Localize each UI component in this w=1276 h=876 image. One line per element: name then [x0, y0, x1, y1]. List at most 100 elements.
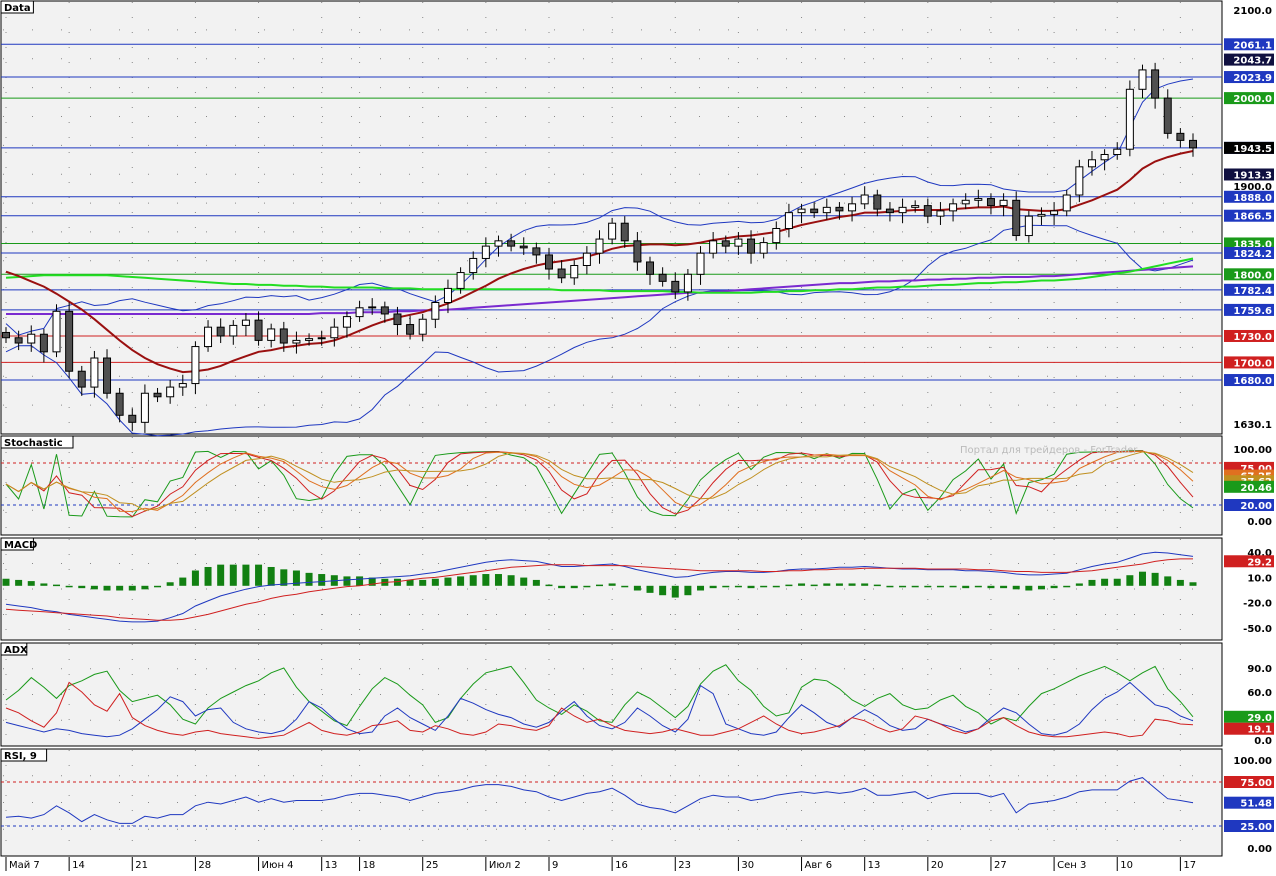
marker-badge-2-bg	[1224, 168, 1274, 181]
candle-body-80	[1012, 199, 1021, 237]
x-tick-label-9: 9	[552, 860, 558, 871]
candle-body-47	[595, 238, 604, 254]
candle-body-66	[835, 206, 844, 212]
candle-body-78	[986, 198, 995, 207]
x-tick-label-11: 23	[678, 860, 691, 871]
bollinger-lower	[5, 224, 1194, 437]
macd-hist-70	[886, 585, 894, 588]
marker-badge-0: 2043.7	[1233, 56, 1272, 67]
candle-body-51	[646, 261, 655, 275]
macd-tick-0: 40.0	[1247, 548, 1272, 559]
x-tick-label-18: 10	[1120, 860, 1133, 871]
watermark: Портал для трейдеров - ForTrader	[960, 445, 1138, 456]
adx-badge-0: 29.0	[1247, 713, 1272, 724]
marker-badge-2: 1913.3	[1233, 170, 1272, 181]
candle-body-14	[178, 383, 187, 388]
x-tick-label-10: 16	[615, 860, 628, 871]
x-tick-label-12: 30	[741, 860, 754, 871]
macd-hist-63	[798, 583, 806, 586]
candle-body-70	[885, 208, 894, 214]
candle-body-90	[1138, 69, 1147, 90]
macd-hist-80	[1012, 585, 1020, 590]
macd-hist-19	[242, 564, 250, 586]
candle-body-21	[267, 328, 276, 341]
price-badge-5-bg	[1224, 209, 1274, 222]
candle-body-17	[216, 326, 225, 337]
candle-body-91	[1151, 69, 1160, 99]
candle-body-92	[1163, 97, 1172, 134]
macd-hist-40	[507, 575, 515, 586]
candle-body-60	[759, 242, 768, 254]
candle-body-50	[633, 240, 642, 263]
price-badge-1: 2023.9	[1233, 73, 1272, 84]
candle-body-84	[1062, 194, 1071, 212]
candle-body-81	[1024, 215, 1033, 237]
macd-hist-72	[911, 585, 919, 588]
candle-body-61	[772, 227, 781, 244]
candle-body-10	[128, 414, 137, 423]
rsi-badge-0: 75.00	[1240, 778, 1272, 789]
adx-tick-1: 60.0	[1247, 688, 1272, 699]
macd-hist-82	[1037, 585, 1045, 590]
candle-body-89	[1125, 88, 1134, 150]
price-badge-13-bg	[1224, 374, 1274, 387]
macd-hist-75	[949, 585, 957, 588]
candle-body-7	[90, 357, 99, 388]
candle-body-79	[999, 199, 1008, 207]
macd-hist-64	[810, 584, 818, 587]
macd-hist-52	[659, 585, 667, 596]
macd-hist-47	[596, 584, 603, 587]
macd-hist-90	[1138, 571, 1146, 586]
candle-body-20	[254, 319, 263, 341]
price-badge-12-bg	[1224, 356, 1274, 369]
candle-body-52	[658, 273, 667, 282]
macd-hist-79	[1000, 585, 1008, 589]
macd-hist-81	[1025, 585, 1033, 591]
candle-body-25	[317, 337, 326, 340]
macd-hist-0	[2, 578, 10, 586]
candle-body-36	[456, 272, 465, 289]
macd-hist-86	[1088, 579, 1096, 586]
rsi-badge-2-bg	[1224, 820, 1274, 832]
panel-title-3: ADX	[4, 645, 28, 656]
candle-body-0	[2, 331, 10, 339]
x-tick-label-16: 27	[994, 860, 1007, 871]
price-tick-1: 1900.0	[1233, 182, 1272, 193]
macd-hist-77	[974, 585, 982, 588]
candle-body-40	[507, 240, 516, 247]
rsi-badge-1: 51.48	[1240, 799, 1272, 810]
macd-hist-91	[1151, 572, 1159, 586]
macd-hist-13	[166, 582, 174, 586]
adx-badge-0-bg	[1224, 710, 1274, 723]
plus-di-line	[5, 681, 1194, 738]
macd-hist-76	[962, 585, 970, 589]
adx-badge-1: 19.1	[1247, 725, 1272, 736]
macd-hist-24	[305, 572, 313, 586]
macd-hist-92	[1164, 576, 1172, 586]
macd-hist-67	[848, 583, 856, 586]
panel-title-bg-0	[0, 0, 34, 14]
candle-body-71	[898, 206, 907, 214]
candle-body-46	[582, 252, 591, 267]
macd-hist-54	[684, 585, 692, 596]
macd-hist-73	[924, 585, 932, 588]
candle-body-18	[229, 324, 238, 337]
candle-body-57	[721, 240, 730, 247]
macd-hist-62	[785, 584, 793, 587]
macd-hist-33	[419, 579, 427, 586]
macd-hist-29	[368, 577, 376, 586]
macd-hist-89	[1126, 575, 1134, 586]
candle-body-53	[671, 280, 680, 293]
candle-body-15	[191, 346, 200, 385]
macd-hist-18	[229, 564, 237, 586]
x-tick-label-8: Июл 2	[489, 860, 521, 871]
candle-body-77	[974, 198, 983, 201]
candle-body-30	[380, 306, 389, 315]
marker-badge-1: 1943.5	[1233, 144, 1272, 155]
price-badge-6-bg	[1224, 237, 1274, 250]
price-badge-4: 1888.0	[1233, 193, 1272, 204]
macd-hist-48	[608, 583, 616, 586]
macd-hist-7	[90, 585, 98, 590]
macd-hist-23	[292, 570, 300, 586]
